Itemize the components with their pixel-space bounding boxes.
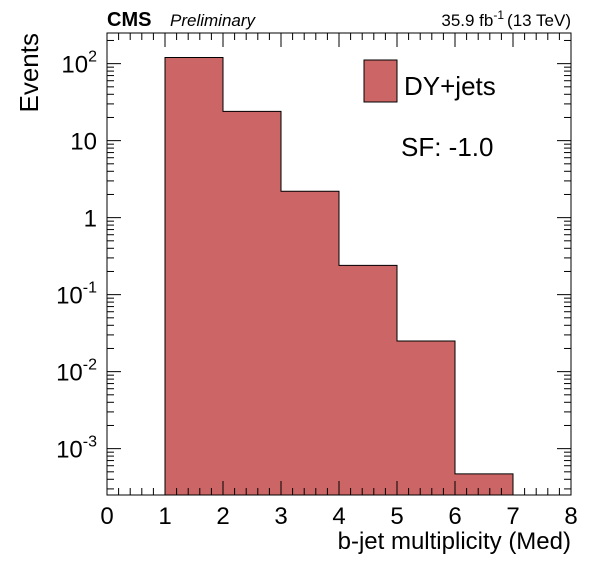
- x-tick-label: 5: [390, 503, 403, 530]
- x-tick-label: 3: [274, 503, 287, 530]
- y-tick-label: 10-1: [56, 280, 97, 310]
- histogram-bar: [165, 57, 223, 495]
- x-tick-label: 2: [216, 503, 229, 530]
- x-tick-labels: 0 1 2 3 4 5 6 7 8: [100, 503, 577, 530]
- histogram-bar: [223, 111, 281, 495]
- histogram-bar: [339, 265, 397, 495]
- preliminary-label: Preliminary: [170, 11, 257, 30]
- histogram-bar: [455, 473, 513, 495]
- legend-entry-label: DY+jets: [404, 71, 496, 101]
- legend: DY+jets: [363, 59, 496, 103]
- histogram-bar: [281, 191, 339, 495]
- x-tick-label: 7: [506, 503, 519, 530]
- y-tick-label: 10: [70, 129, 97, 156]
- y-tick-label: 10-2: [56, 357, 97, 387]
- sf-annotation: SF: -1.0: [401, 132, 493, 162]
- legend-swatch: [363, 59, 398, 103]
- y-tick-label: 1: [84, 206, 97, 233]
- x-axis-label: b-jet multiplicity (Med): [338, 528, 571, 555]
- axis-ticks: [106, 33, 572, 495]
- cms-label: CMS: [107, 9, 151, 31]
- x-tick-label: 0: [100, 503, 113, 530]
- y-tick-label: 102: [61, 49, 97, 79]
- y-tick-labels: 10-3 10-2 10-1 1 10 102: [56, 49, 97, 464]
- histogram-bars: [164, 57, 514, 495]
- x-tick-label: 4: [332, 503, 345, 530]
- energy-label: (13 TeV): [507, 11, 571, 30]
- luminosity-label: 35.9 fb-1 (13 TeV): [441, 8, 571, 30]
- x-tick-label: 1: [158, 503, 171, 530]
- histogram-outline: [164, 57, 514, 495]
- histogram-bar: [397, 341, 455, 495]
- x-tick-label: 8: [564, 503, 577, 530]
- y-axis-label: Events: [14, 33, 44, 113]
- x-tick-label: 6: [448, 503, 461, 530]
- y-tick-label: 10-3: [56, 434, 97, 464]
